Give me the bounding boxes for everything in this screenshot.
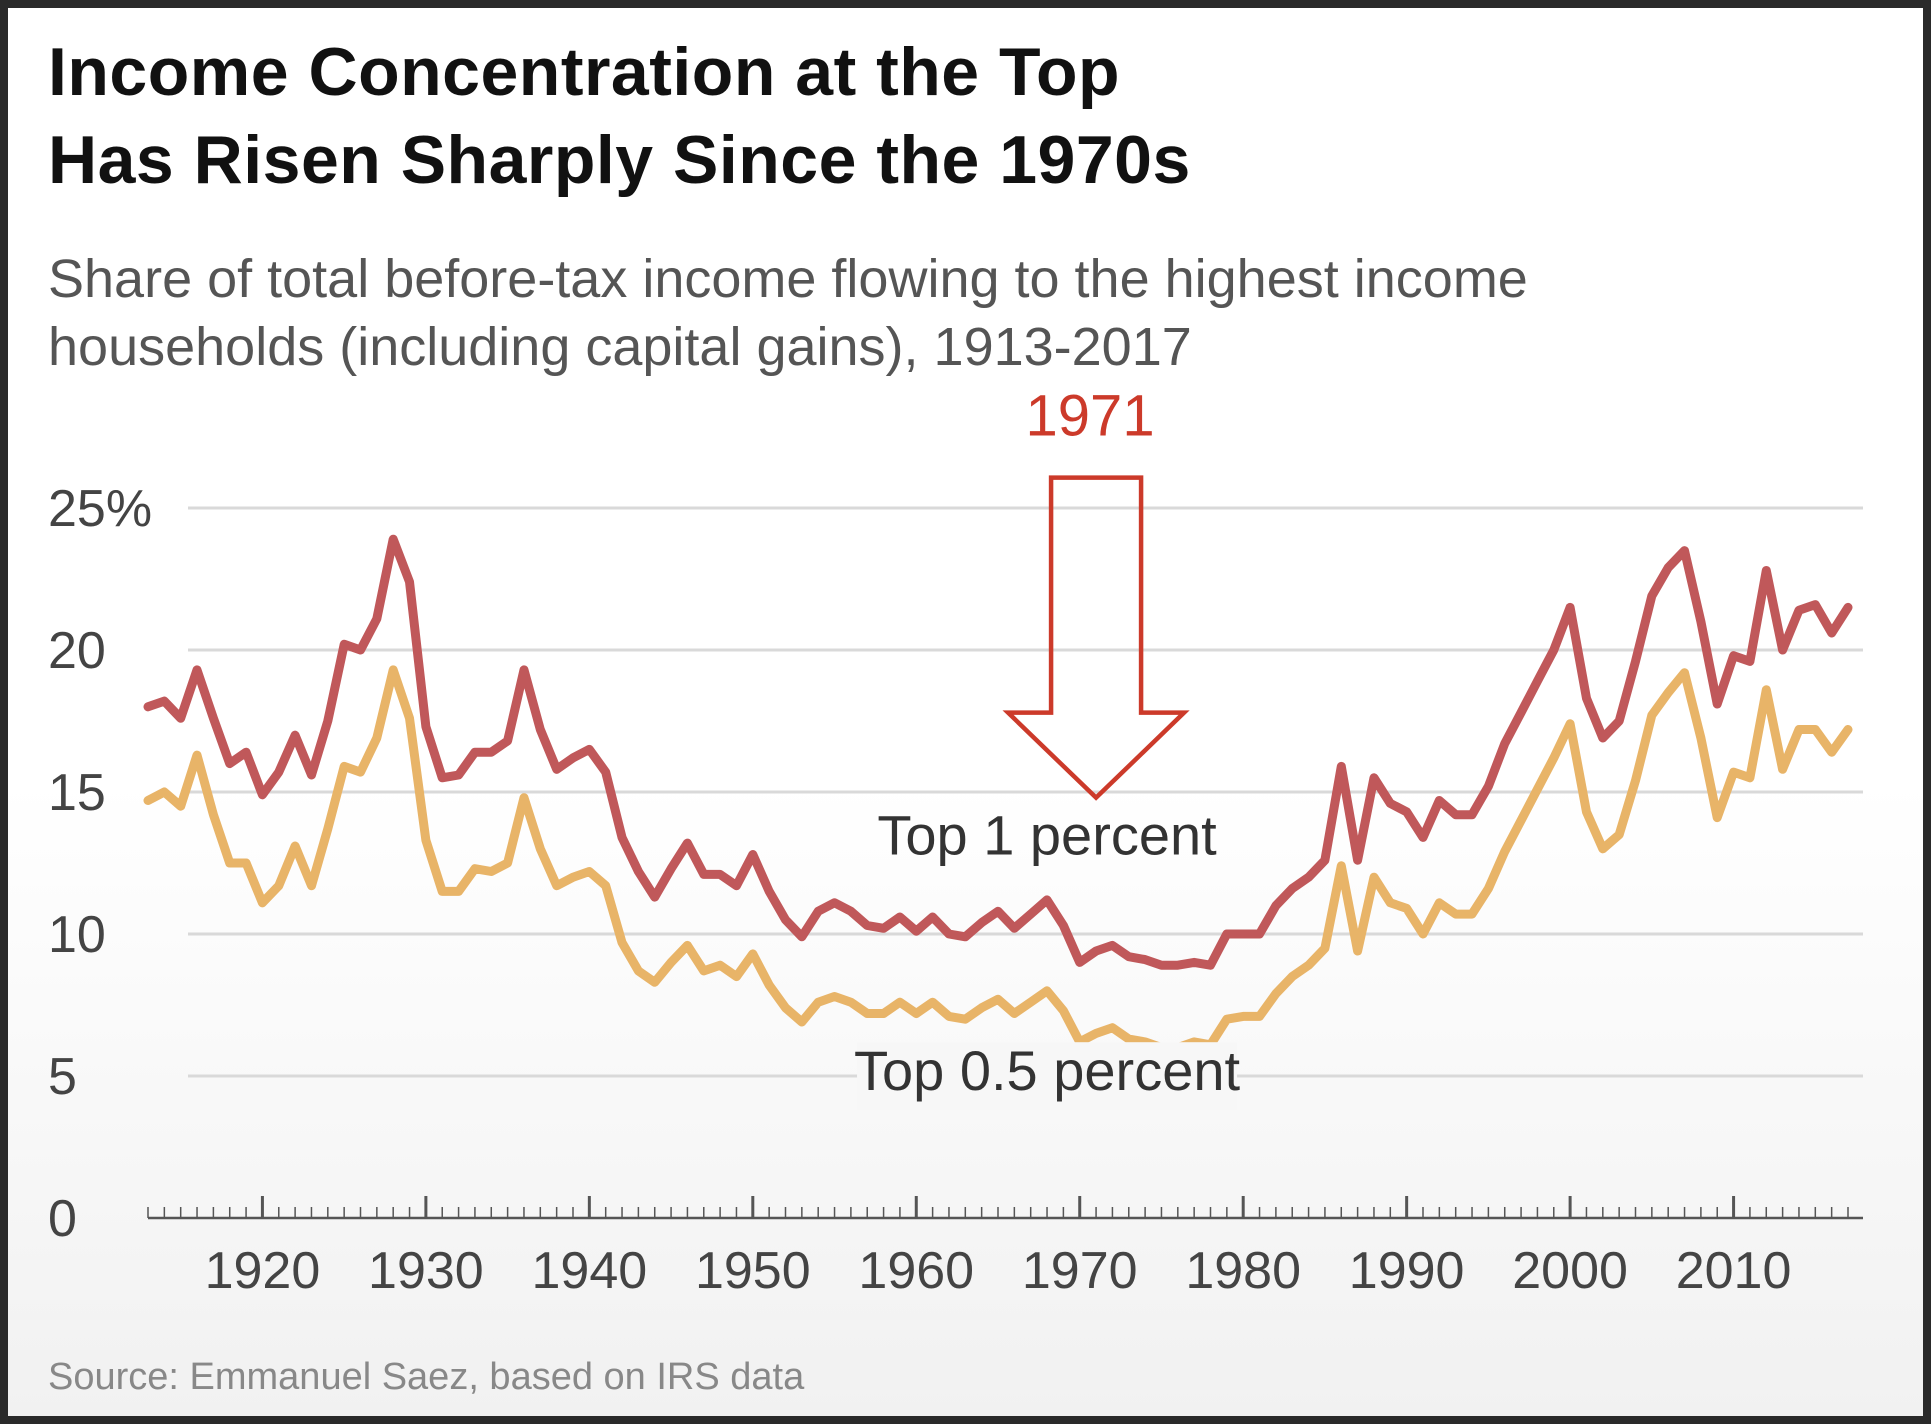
x-tick-label: 1990 bbox=[1349, 1242, 1465, 1300]
x-tick-label: 1930 bbox=[368, 1242, 484, 1300]
chart-title-line-2: Has Risen Sharply Since the 1970s bbox=[48, 122, 1191, 198]
y-tick-label: 0 bbox=[48, 1190, 77, 1248]
chart-card: Income Concentration at the Top Has Rise… bbox=[8, 8, 1923, 1416]
top-1-percent-line bbox=[143, 534, 1853, 970]
y-tick-label: 15 bbox=[48, 764, 106, 822]
arrow-marker-1971 bbox=[1002, 475, 1190, 801]
x-tick-label: 1960 bbox=[858, 1242, 974, 1300]
x-tick-label: 1950 bbox=[695, 1242, 811, 1300]
chart-subtitle-line-1: Share of total before-tax income flowing… bbox=[48, 249, 1528, 309]
y-tick-label: 10 bbox=[48, 906, 106, 964]
y-tick-label: 20 bbox=[48, 622, 106, 680]
arrow-label-1971: 1971 bbox=[1026, 384, 1155, 449]
x-tick-label: 1980 bbox=[1185, 1242, 1301, 1300]
series-label-backdrop bbox=[857, 1042, 1238, 1111]
line-chart: 0 5 10 15 20 25% 1920 1930 1940 1950 1960 1970 1980 1… bbox=[48, 384, 1863, 1300]
x-tick-label: 2000 bbox=[1512, 1242, 1628, 1300]
y-tick-label: 25% bbox=[48, 480, 152, 538]
chart-subtitle-line-2: households (including capital gains), 19… bbox=[48, 317, 1192, 377]
series-label-top-half-percent: Top 0.5 percent bbox=[854, 1039, 1240, 1102]
series-label-top-1-percent: Top 1 percent bbox=[877, 803, 1217, 866]
x-tick-label: 1970 bbox=[1022, 1242, 1138, 1300]
top-0-5-percent-line bbox=[143, 665, 1853, 1053]
x-tick-label: 2010 bbox=[1676, 1242, 1792, 1300]
chart-title-line-1: Income Concentration at the Top bbox=[48, 34, 1121, 110]
x-tick-label: 1940 bbox=[532, 1242, 648, 1300]
x-tick-label: 1920 bbox=[205, 1242, 321, 1300]
y-tick-label: 5 bbox=[48, 1048, 77, 1106]
source-note: Source: Emmanuel Saez, based on IRS data bbox=[48, 1356, 805, 1398]
